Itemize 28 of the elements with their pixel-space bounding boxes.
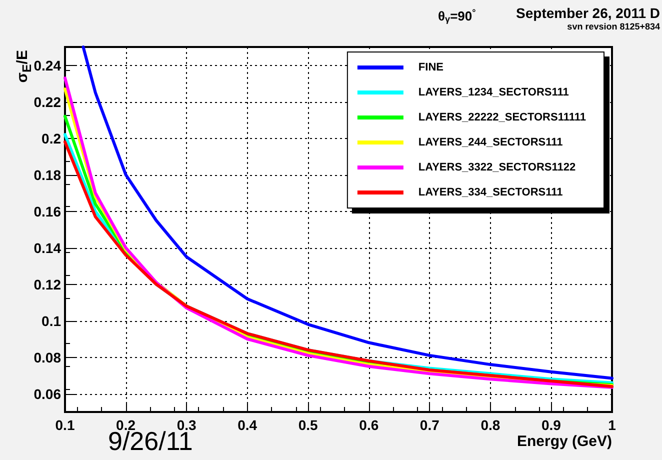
- legend-label: LAYERS_22222_SECTORS11111: [418, 112, 586, 124]
- y-tick-label: 0.22: [34, 94, 62, 110]
- x-tick-label: 0.7: [420, 417, 440, 433]
- text: svn revsion 8125+834: [567, 22, 660, 32]
- legend-label: LAYERS_3322_SECTORS1122: [418, 162, 576, 174]
- x-tick-label: 0.6: [359, 417, 379, 433]
- y-tick-label: 0.1: [42, 312, 62, 329]
- x-tick-label: 0.8: [480, 417, 500, 433]
- x-axis-title: Energy (GeV): [516, 433, 612, 450]
- x-tick-label: 0.1: [55, 417, 75, 433]
- y-tick-label: 0.06: [34, 386, 62, 402]
- legend-label: LAYERS_244_SECTORS111: [418, 136, 563, 148]
- y-tick-label: 0.24: [34, 57, 62, 74]
- y-tick-label: 0.12: [34, 276, 62, 292]
- legend-label: LAYERS_1234_SECTORS111: [418, 86, 569, 98]
- x-tick-label: 0.3: [176, 417, 196, 433]
- y-tick-label: 0.2: [42, 130, 62, 146]
- legend-label: LAYERS_334_SECTORS111: [418, 186, 563, 198]
- x-tick-label: 0.4: [238, 417, 258, 433]
- y-tick-label: 0.16: [34, 203, 62, 220]
- x-tick-label: 0.5: [298, 417, 318, 433]
- text: September 26, 2011 D: [516, 5, 660, 21]
- x-tick-label: 1: [608, 417, 616, 433]
- y-tick-label: 0.18: [34, 166, 62, 183]
- legend-label: FINE: [418, 62, 444, 74]
- y-tick-label: 0.14: [34, 240, 62, 256]
- y-tick-label: 0.08: [34, 349, 62, 366]
- x-tick-label: 0.9: [541, 417, 562, 433]
